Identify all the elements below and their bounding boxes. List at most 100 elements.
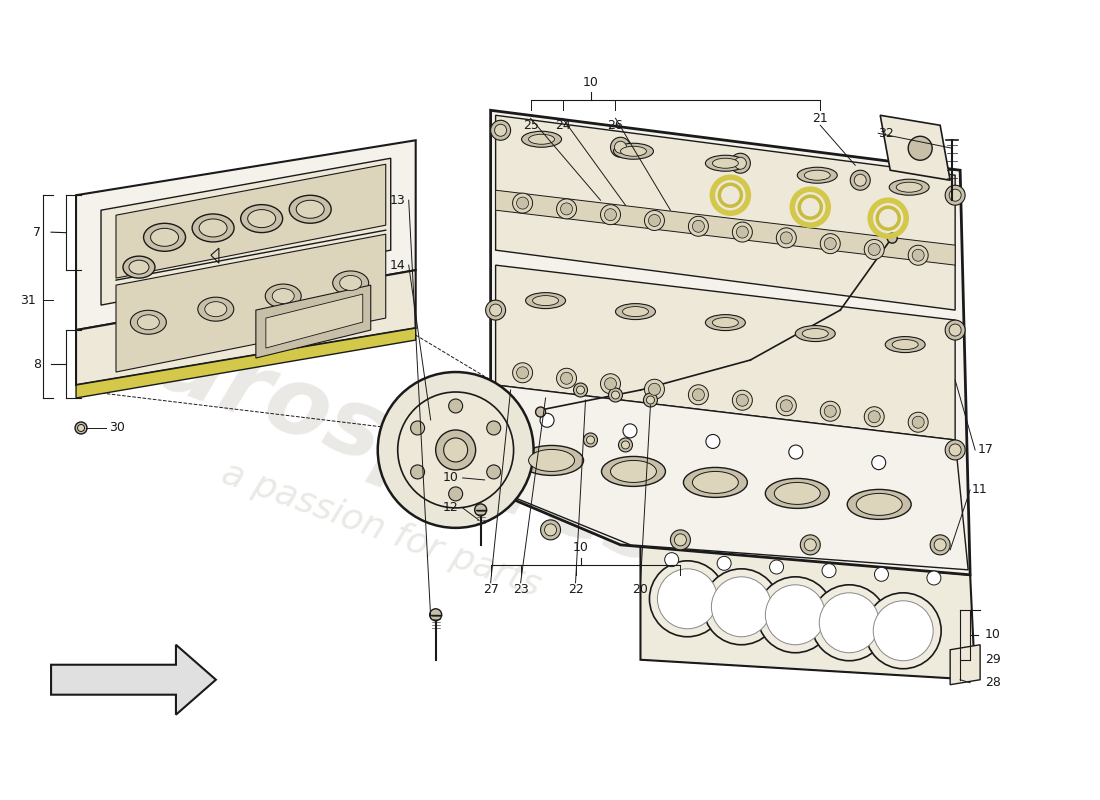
Text: 10: 10: [443, 471, 459, 485]
Circle shape: [513, 362, 532, 382]
Circle shape: [801, 535, 821, 555]
Polygon shape: [640, 545, 975, 680]
Ellipse shape: [205, 302, 227, 317]
Circle shape: [931, 535, 950, 555]
Circle shape: [873, 601, 933, 661]
Circle shape: [945, 440, 965, 460]
Circle shape: [573, 383, 587, 397]
Circle shape: [736, 226, 748, 238]
Polygon shape: [51, 645, 216, 714]
Circle shape: [855, 174, 866, 186]
Ellipse shape: [532, 296, 559, 306]
Circle shape: [645, 379, 664, 399]
Text: 28: 28: [986, 676, 1001, 690]
Polygon shape: [256, 285, 371, 358]
Ellipse shape: [616, 303, 656, 319]
Circle shape: [605, 378, 616, 390]
Circle shape: [821, 402, 840, 422]
Circle shape: [410, 421, 425, 435]
Text: 23: 23: [513, 583, 528, 596]
Circle shape: [77, 425, 85, 431]
Ellipse shape: [519, 446, 583, 475]
Circle shape: [909, 136, 932, 160]
Circle shape: [610, 138, 630, 158]
Circle shape: [949, 324, 961, 336]
Ellipse shape: [198, 297, 234, 321]
Polygon shape: [116, 234, 386, 372]
Circle shape: [443, 438, 468, 462]
Text: 22: 22: [568, 583, 583, 596]
Circle shape: [692, 389, 704, 401]
Circle shape: [586, 436, 594, 444]
Text: 8: 8: [33, 358, 41, 370]
Circle shape: [540, 520, 561, 540]
Circle shape: [780, 232, 792, 244]
Text: 30: 30: [109, 422, 125, 434]
Ellipse shape: [847, 490, 911, 519]
Ellipse shape: [892, 339, 918, 350]
Circle shape: [766, 585, 825, 645]
Circle shape: [689, 385, 708, 405]
Circle shape: [605, 209, 616, 221]
Ellipse shape: [529, 450, 574, 471]
Circle shape: [674, 534, 686, 546]
Circle shape: [730, 154, 750, 174]
Text: eurospares: eurospares: [85, 294, 678, 586]
Ellipse shape: [151, 228, 178, 246]
Circle shape: [615, 142, 627, 154]
Circle shape: [621, 441, 629, 449]
Text: 32: 32: [878, 126, 894, 140]
Text: 14: 14: [390, 258, 406, 272]
Circle shape: [612, 391, 619, 399]
Circle shape: [874, 567, 889, 582]
Ellipse shape: [623, 306, 649, 317]
Circle shape: [945, 320, 965, 340]
Circle shape: [75, 422, 87, 434]
Polygon shape: [266, 294, 363, 348]
Ellipse shape: [192, 214, 234, 242]
Circle shape: [561, 372, 572, 384]
Ellipse shape: [610, 461, 657, 482]
Ellipse shape: [896, 182, 922, 192]
Circle shape: [513, 193, 532, 213]
Circle shape: [717, 556, 732, 570]
Circle shape: [623, 424, 637, 438]
Ellipse shape: [705, 314, 746, 330]
Circle shape: [608, 388, 623, 402]
Polygon shape: [491, 110, 970, 575]
Circle shape: [868, 243, 880, 255]
Ellipse shape: [138, 314, 160, 330]
Ellipse shape: [798, 167, 837, 183]
Text: 10: 10: [986, 628, 1001, 642]
Ellipse shape: [289, 195, 331, 223]
Ellipse shape: [705, 155, 746, 171]
Circle shape: [486, 465, 500, 479]
Circle shape: [474, 504, 486, 516]
Ellipse shape: [526, 293, 565, 309]
Ellipse shape: [144, 223, 186, 251]
Circle shape: [410, 465, 425, 479]
Circle shape: [824, 406, 836, 418]
Ellipse shape: [296, 200, 324, 218]
Circle shape: [398, 392, 514, 508]
Circle shape: [733, 390, 752, 410]
Text: 25: 25: [522, 118, 539, 132]
Circle shape: [909, 246, 928, 266]
Circle shape: [689, 216, 708, 236]
Polygon shape: [76, 328, 416, 398]
Circle shape: [735, 158, 747, 170]
Ellipse shape: [241, 205, 283, 233]
Ellipse shape: [795, 326, 835, 342]
Circle shape: [486, 421, 500, 435]
Ellipse shape: [620, 146, 647, 156]
Circle shape: [649, 383, 660, 395]
Circle shape: [865, 239, 884, 259]
Circle shape: [804, 539, 816, 551]
Circle shape: [865, 406, 884, 426]
Polygon shape: [496, 190, 955, 265]
Ellipse shape: [131, 310, 166, 334]
Circle shape: [692, 220, 704, 232]
Circle shape: [536, 407, 546, 417]
Text: 27: 27: [483, 583, 498, 596]
Circle shape: [540, 414, 554, 427]
